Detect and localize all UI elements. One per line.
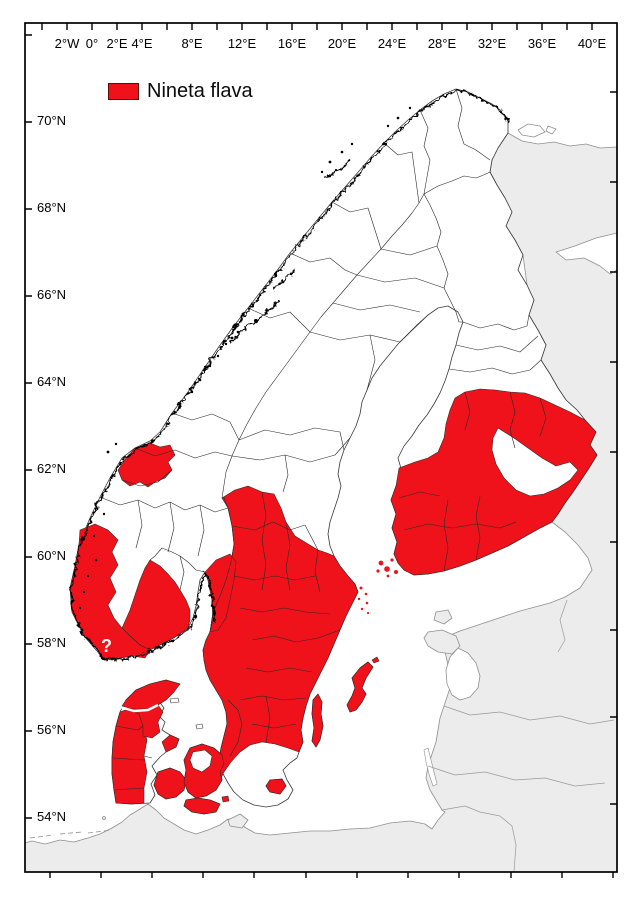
norway-finland-border — [423, 171, 491, 195]
map-layer-coastal-skerries — [78, 106, 412, 610]
saaremaa-island — [423, 629, 461, 655]
latitude-ticks-right — [610, 91, 617, 805]
longitude-label: 20°E — [327, 36, 357, 51]
longitude-label: 24°E — [377, 36, 407, 51]
map-layer-norwegian-coast — [69, 88, 509, 659]
norway-province-borders — [99, 88, 491, 591]
finland-province-borders — [398, 314, 547, 572]
latitude-label: 58°N — [37, 635, 67, 650]
sweden-province-borders — [227, 245, 445, 757]
legend-species-label: Nineta flava — [147, 80, 253, 102]
longitude-ticks-top — [41, 23, 593, 30]
latitude-label: 66°N — [37, 287, 67, 302]
limfjord — [119, 703, 159, 713]
occurrence-lolland-falster — [183, 795, 230, 815]
latitude-label: 56°N — [37, 722, 67, 737]
longitude-label: 2°W — [54, 36, 80, 51]
latitude-label: 68°N — [37, 200, 67, 215]
longitude-ticks-bottom — [49, 872, 614, 878]
longitude-label: 8°E — [181, 36, 203, 51]
latitude-label: 62°N — [37, 461, 67, 476]
legend-color-swatch — [108, 83, 139, 100]
occurrence-north-jutland — [121, 679, 181, 711]
helgoland-island — [102, 816, 106, 820]
map-layer-occurrence — [69, 388, 598, 815]
occurrence-bornholm — [265, 778, 287, 795]
longitude-label: 12°E — [227, 36, 257, 51]
rybachy-peninsula — [517, 123, 557, 138]
occurrence-djursland — [161, 734, 180, 753]
occurrence-stockholm-archipelago — [357, 586, 370, 615]
latitude-label: 70°N — [37, 113, 67, 128]
longitude-label: 0° — [85, 36, 99, 51]
longitude-label: 4°E — [131, 36, 153, 51]
map-layer-province-borders — [99, 88, 547, 791]
kattegat-islands — [169, 697, 204, 730]
zealand-white-pocket — [189, 749, 213, 773]
latitude-label: 60°N — [37, 548, 67, 563]
occurrence-gotland — [346, 656, 380, 713]
sweden-finland-border — [423, 193, 463, 323]
longitude-label: 32°E — [477, 36, 507, 51]
longitude-label: 28°E — [427, 36, 457, 51]
hiiumaa-island — [433, 609, 453, 625]
longitude-label: 36°E — [527, 36, 557, 51]
neatline — [24, 22, 618, 873]
occurrence-aland-archipelago — [376, 558, 435, 578]
map-layer-outside-study-area — [24, 123, 618, 873]
denmark-province-borders — [112, 725, 153, 791]
longitude-label: 2°E — [106, 36, 128, 51]
uncertain-record-marker: ? — [101, 636, 112, 656]
gulf-of-riga — [445, 647, 481, 701]
occurrence-finland-white-gap — [491, 427, 579, 497]
latitude-label: 54°N — [37, 809, 67, 824]
map-frame — [24, 22, 618, 878]
ruegen-island — [227, 813, 249, 829]
latitude-ticks-left — [25, 34, 32, 819]
latitude-label: 64°N — [37, 374, 67, 389]
longitude-label: 16°E — [277, 36, 307, 51]
occurrence-south-sweden — [202, 485, 359, 781]
occurrence-south-finland — [390, 388, 598, 576]
baltic-country-borders — [427, 599, 615, 873]
norway-coastline — [69, 88, 509, 659]
wadden-islands — [29, 829, 113, 839]
occurrence-funen — [153, 767, 187, 800]
longitude-label: 40°E — [577, 36, 607, 51]
occurrence-oland — [311, 693, 324, 748]
